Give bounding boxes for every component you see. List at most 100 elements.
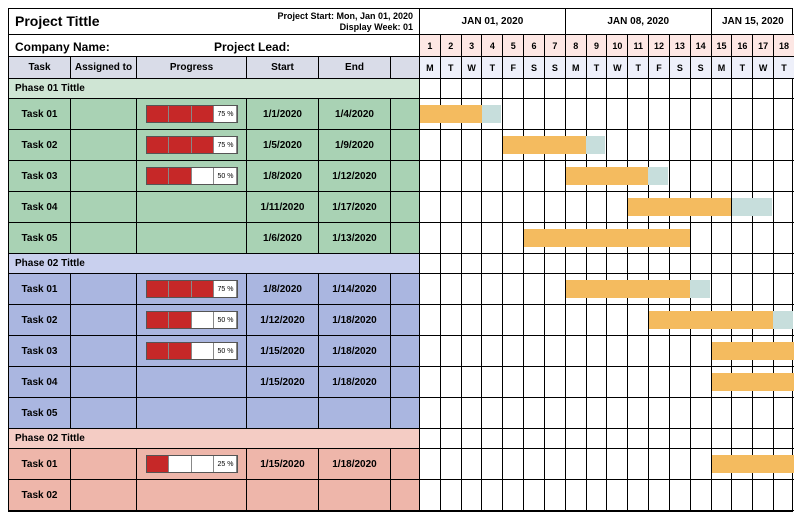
progress-label: 75 % — [218, 111, 234, 118]
task-end: 1/18/2020 — [319, 449, 391, 479]
progress-label: 75 % — [218, 142, 234, 149]
progress-bar: 75 % — [146, 280, 238, 298]
task-progress-cell: 50 % — [137, 336, 247, 366]
timeline-task-row — [419, 449, 794, 480]
day-name: S — [523, 57, 544, 79]
timeline-task-row — [419, 99, 794, 130]
day-name: S — [669, 57, 690, 79]
day-name: T — [731, 57, 752, 79]
progress-bar: 75 % — [146, 105, 238, 123]
gantt-bar-done — [628, 198, 731, 216]
task-progress-cell: 50 % — [137, 161, 247, 191]
task-start: 1/15/2020 — [247, 367, 319, 397]
gantt-bar-remain — [648, 167, 668, 185]
gantt-bar-done — [649, 311, 773, 329]
task-start: 1/12/2020 — [247, 305, 319, 335]
task-progress-cell — [137, 480, 247, 510]
day-name: W — [461, 57, 482, 79]
task-name: Task 01 — [9, 99, 71, 129]
task-name: Task 05 — [9, 223, 71, 253]
progress-bar: 50 % — [146, 167, 238, 185]
gantt-bar-done — [524, 229, 690, 247]
task-end: 1/9/2020 — [319, 130, 391, 160]
task-progress-cell: 75 % — [137, 274, 247, 304]
task-progress-cell — [137, 398, 247, 428]
timeline-task-row — [419, 192, 794, 223]
timeline-phase-row — [419, 429, 794, 449]
task-assigned — [71, 192, 137, 222]
task-assigned — [71, 223, 137, 253]
col-spacer — [391, 57, 419, 78]
gantt-bar-done — [712, 342, 794, 360]
task-spacer — [391, 99, 419, 129]
task-end: 1/14/2020 — [319, 274, 391, 304]
day-name: F — [502, 57, 523, 79]
day-number: 7 — [544, 35, 565, 57]
task-assigned — [71, 398, 137, 428]
day-name-row: MTWTFSSMTWTFSSMTWT — [419, 57, 794, 79]
task-row: Task 0275 %1/5/20201/9/2020 — [9, 130, 419, 161]
task-end — [319, 480, 391, 510]
task-spacer — [391, 449, 419, 479]
task-assigned — [71, 336, 137, 366]
project-start-label: Project Start: Mon, Jan 01, 2020 — [277, 11, 413, 22]
task-progress-cell — [137, 192, 247, 222]
day-number: 2 — [440, 35, 461, 57]
project-title: Project Tittle — [9, 9, 271, 34]
col-assigned: Assigned to — [71, 57, 137, 78]
day-number: 12 — [648, 35, 669, 57]
col-task: Task — [9, 57, 71, 78]
day-number: 15 — [711, 35, 732, 57]
task-start: 1/11/2020 — [247, 192, 319, 222]
task-name: Task 05 — [9, 398, 71, 428]
progress-label: 25 % — [218, 461, 234, 468]
task-row: Task 0250 %1/12/20201/18/2020 — [9, 305, 419, 336]
col-end: End — [319, 57, 391, 78]
day-name: M — [565, 57, 586, 79]
task-name: Task 01 — [9, 274, 71, 304]
day-number: 11 — [627, 35, 648, 57]
gantt-chart: Project Tittle Project Start: Mon, Jan 0… — [8, 8, 793, 512]
gantt-bar-remain — [690, 280, 710, 298]
day-number: 13 — [669, 35, 690, 57]
day-name: M — [419, 57, 440, 79]
task-progress-cell — [137, 367, 247, 397]
day-number: 10 — [606, 35, 627, 57]
task-progress-cell: 75 % — [137, 130, 247, 160]
task-row: Task 0175 %1/1/20201/4/2020 — [9, 99, 419, 130]
task-end: 1/18/2020 — [319, 367, 391, 397]
day-name: S — [690, 57, 711, 79]
task-row: Task 02 — [9, 480, 419, 511]
day-name: W — [752, 57, 773, 79]
task-row: Task 041/15/20201/18/2020 — [9, 367, 419, 398]
task-progress-cell — [137, 223, 247, 253]
day-number: 18 — [773, 35, 794, 57]
task-end — [319, 398, 391, 428]
gantt-bar-done — [566, 167, 648, 185]
progress-label: 75 % — [218, 286, 234, 293]
phase-header: Phase 02 Tittle — [9, 429, 419, 449]
task-assigned — [71, 130, 137, 160]
task-spacer — [391, 223, 419, 253]
gantt-bar-remain — [773, 311, 793, 329]
task-row: Task 05 — [9, 398, 419, 429]
progress-bar: 75 % — [146, 136, 238, 154]
day-name: S — [544, 57, 565, 79]
task-row: Task 0125 %1/15/20201/18/2020 — [9, 449, 419, 480]
task-end: 1/13/2020 — [319, 223, 391, 253]
task-spacer — [391, 161, 419, 191]
task-row: Task 051/6/20201/13/2020 — [9, 223, 419, 254]
gantt-bar-remain — [482, 105, 502, 123]
task-spacer — [391, 305, 419, 335]
day-name: T — [627, 57, 648, 79]
day-name: T — [773, 57, 794, 79]
gantt-bar-done — [712, 455, 794, 473]
task-row: Task 0350 %1/15/20201/18/2020 — [9, 336, 419, 367]
day-number: 14 — [690, 35, 711, 57]
project-lead-label: Project Lead: — [214, 40, 413, 54]
task-spacer — [391, 192, 419, 222]
gantt-bar-done — [420, 105, 482, 123]
timeline-task-row — [419, 130, 794, 161]
task-progress-cell: 25 % — [137, 449, 247, 479]
gantt-bar-remain — [732, 198, 773, 216]
